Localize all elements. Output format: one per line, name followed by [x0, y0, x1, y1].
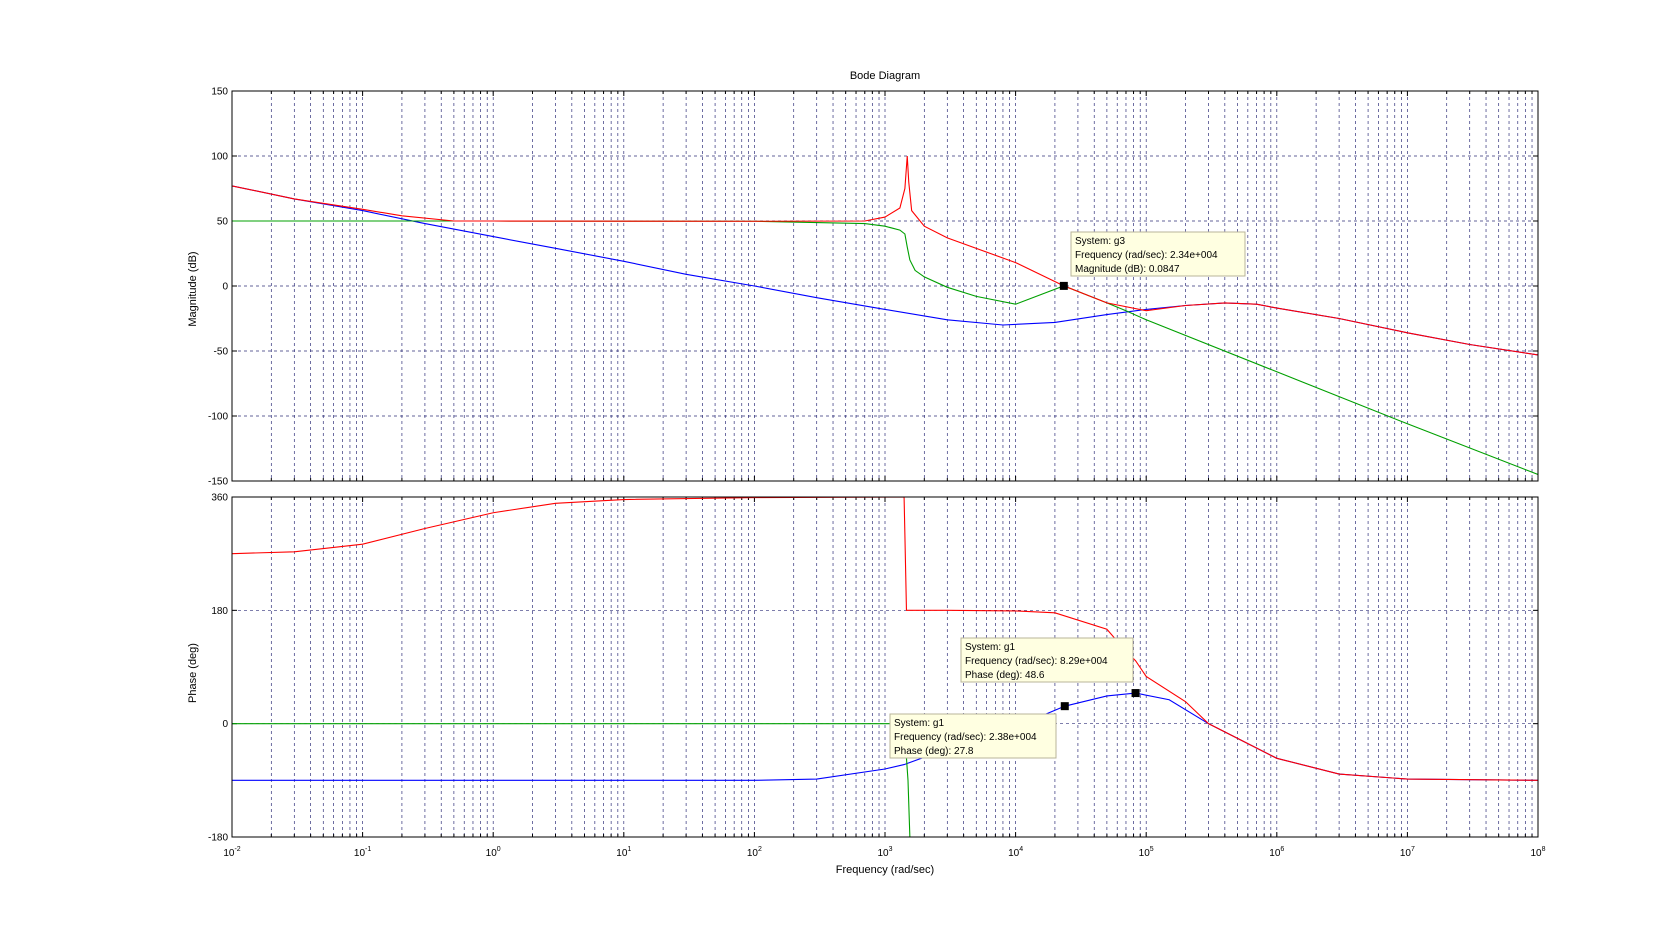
chart-title: Bode Diagram [850, 70, 920, 82]
datatip-text: System: g3 [1075, 236, 1125, 247]
x-tick-exponent: 8 [1542, 846, 1546, 853]
x-tick-exponent: 4 [1019, 846, 1023, 853]
x-tick-base: 10 [1269, 848, 1281, 859]
datatip-text: System: g1 [965, 642, 1015, 653]
x-tick-base: 10 [1400, 848, 1412, 859]
x-tick-label: 101 [616, 846, 631, 859]
x-tick-base: 10 [616, 848, 628, 859]
x-tick-label: 100 [486, 846, 501, 859]
x-tick-label: 102 [747, 846, 762, 859]
magnitude-ytick-label: 50 [217, 217, 229, 228]
datatip-marker [1131, 689, 1140, 698]
x-tick-base: 10 [486, 848, 498, 859]
x-tick-exponent: -2 [234, 846, 240, 853]
x-tick-exponent: -1 [365, 846, 371, 853]
datatip-box [960, 637, 1134, 683]
x-tick-label: 104 [1008, 846, 1023, 859]
x-tick-label: 108 [1530, 846, 1545, 859]
magnitude-ytick-label: 150 [211, 87, 228, 98]
x-tick-base: 10 [747, 848, 759, 859]
x-tick-exponent: 0 [497, 846, 501, 853]
datatip-box [889, 713, 1057, 759]
frequency-axis-label: Frequency (rad/sec) [836, 864, 934, 876]
datatip-text: Frequency (rad/sec): 8.29e+004 [965, 656, 1108, 667]
magnitude-ytick-label: -150 [208, 477, 228, 488]
datatip-marker [1059, 281, 1068, 290]
phase-ytick-label: 0 [222, 719, 228, 730]
phase-axes-box [231, 496, 1539, 838]
magnitude-ytick-label: -50 [214, 347, 229, 358]
magnitude-series-line-2 [232, 220, 1538, 476]
x-tick-label: 107 [1400, 846, 1415, 859]
phase-ytick-label: 180 [211, 606, 228, 617]
datatip-text: System: g1 [894, 718, 944, 729]
datatip[interactable]: System: g1 Frequency (rad/sec): 8.29e+004… [960, 637, 1140, 698]
phase-panel: 360 180 0 -180 [208, 493, 1539, 844]
magnitude-axes-box [231, 90, 1539, 482]
x-tick-base: 10 [223, 848, 235, 859]
x-tick-base: 10 [1008, 848, 1020, 859]
datatip[interactable]: System: g1 Frequency (rad/sec): 2.38e+004… [889, 702, 1069, 759]
x-tick-exponent: 2 [758, 846, 762, 853]
magnitude-panel: 150 100 50 0 -50 -100 -150 [208, 87, 1539, 488]
phase-series-line-3 [232, 497, 1538, 781]
datatip-text: Phase (deg): 48.6 [965, 670, 1045, 681]
magnitude-ytick-label: 0 [222, 282, 228, 293]
magnitude-axis-label: Magnitude (dB) [187, 251, 199, 326]
x-tick-base: 10 [1139, 848, 1151, 859]
phase-ytick-label: 360 [211, 493, 228, 504]
x-tick-label: 106 [1269, 846, 1284, 859]
x-tick-base: 10 [1530, 848, 1542, 859]
magnitude-ytick-label: -100 [208, 412, 228, 423]
datatip-text: Phase (deg): 27.8 [894, 746, 974, 757]
phase-ytick-label: -180 [208, 833, 228, 844]
datatip[interactable]: System: g3 Frequency (rad/sec): 2.34e+004… [1059, 231, 1246, 290]
datatip-text: Magnitude (dB): 0.0847 [1075, 264, 1180, 275]
magnitude-series-line-3 [232, 155, 1538, 356]
phase-series-line-2 [232, 723, 1538, 837]
magnitude-ytick-label: 100 [211, 152, 228, 163]
x-tick-exponent: 6 [1280, 846, 1284, 853]
x-tick-exponent: 1 [627, 846, 631, 853]
x-tick-exponent: 3 [889, 846, 893, 853]
x-tick-exponent: 7 [1411, 846, 1415, 853]
datatip-text: Frequency (rad/sec): 2.38e+004 [894, 732, 1037, 743]
x-tick-label: 10-1 [354, 846, 371, 859]
x-tick-exponent: 5 [1150, 846, 1154, 853]
x-tick-label: 10-2 [223, 846, 240, 859]
x-tick-label: 105 [1139, 846, 1154, 859]
x-tick-base: 10 [354, 848, 366, 859]
datatip-box [1070, 231, 1246, 277]
x-tick-base: 10 [877, 848, 889, 859]
datatip-text: Frequency (rad/sec): 2.34e+004 [1075, 250, 1218, 261]
datatip-marker [1060, 702, 1069, 711]
phase-axis-label: Phase (deg) [187, 643, 199, 703]
x-tick-label: 103 [877, 846, 892, 859]
